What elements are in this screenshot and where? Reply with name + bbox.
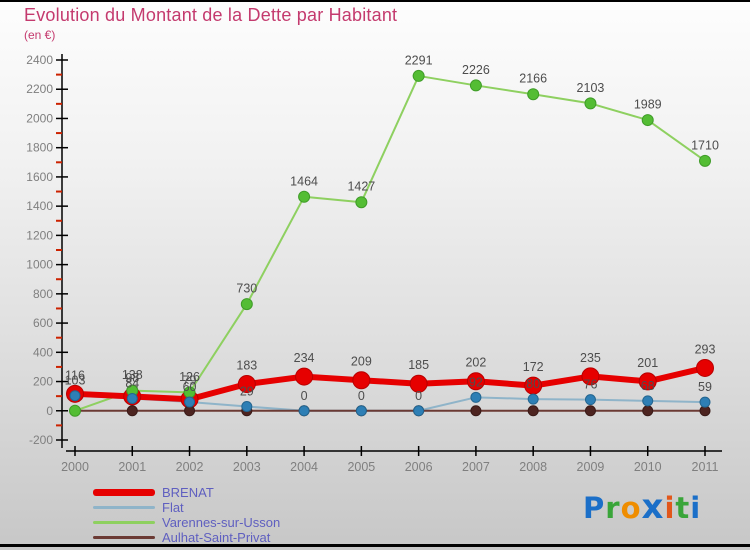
- svg-text:234: 234: [294, 351, 315, 365]
- legend-label-brenat: BRENAT: [162, 484, 214, 500]
- svg-text:2011: 2011: [692, 460, 719, 474]
- svg-text:600: 600: [33, 316, 53, 330]
- svg-text:2004: 2004: [290, 460, 318, 474]
- svg-text:1989: 1989: [634, 98, 662, 112]
- legend-label-aulhat-saint-privat: Aulhat-Saint-Privat: [162, 529, 271, 545]
- svg-text:2006: 2006: [405, 460, 433, 474]
- svg-text:1000: 1000: [26, 258, 53, 272]
- svg-text:2005: 2005: [347, 460, 375, 474]
- svg-text:1400: 1400: [26, 199, 53, 213]
- bottom-border: [0, 544, 750, 547]
- svg-text:126: 126: [179, 370, 200, 384]
- svg-text:202: 202: [465, 356, 486, 370]
- svg-text:183: 183: [236, 359, 257, 373]
- svg-text:76: 76: [584, 378, 598, 392]
- svg-text:92: 92: [469, 375, 483, 389]
- svg-text:1710: 1710: [691, 138, 719, 152]
- svg-text:1800: 1800: [26, 141, 53, 155]
- line-varennes-sur-usson: [74, 74, 706, 412]
- legend-item-flat: Flat: [93, 500, 280, 515]
- labels-flat: 103 84 60 29 0 0 0 92 80 76 68 59: [65, 374, 712, 403]
- logo-letter: i: [664, 491, 676, 525]
- svg-text:2000: 2000: [26, 111, 53, 125]
- legend-label-varennes-sur-usson: Varennes-sur-Usson: [162, 514, 281, 530]
- legend-swatch-aulhat-saint-privat: [93, 536, 155, 539]
- proxiti-logo[interactable]: Proxiti: [583, 487, 701, 527]
- svg-text:2226: 2226: [462, 63, 490, 77]
- svg-text:235: 235: [580, 351, 601, 365]
- logo-letter: P: [583, 491, 606, 525]
- legend-swatch-varennes-sur-usson: [93, 521, 155, 524]
- svg-text:0: 0: [46, 404, 53, 418]
- svg-text:2001: 2001: [118, 460, 146, 474]
- svg-text:2003: 2003: [233, 460, 261, 474]
- svg-text:2200: 2200: [26, 82, 53, 96]
- axes: -200020040060080010001200140016001800200…: [26, 53, 722, 474]
- markers-flat: [69, 390, 711, 417]
- legend-swatch-flat: [93, 506, 155, 509]
- svg-text:98: 98: [125, 371, 139, 385]
- svg-text:1600: 1600: [26, 170, 53, 184]
- svg-text:68: 68: [641, 379, 655, 393]
- logo-letter: x: [641, 487, 665, 527]
- svg-text:2009: 2009: [577, 460, 605, 474]
- svg-text:185: 185: [408, 358, 429, 372]
- logo-letter: t: [675, 491, 691, 525]
- svg-text:-200: -200: [29, 433, 53, 447]
- svg-text:201: 201: [637, 356, 658, 370]
- debt-evolution-chart: -200020040060080010001200140016001800200…: [26, 53, 722, 474]
- svg-text:29: 29: [240, 385, 254, 399]
- svg-text:2008: 2008: [519, 460, 547, 474]
- svg-text:84: 84: [125, 376, 139, 390]
- svg-text:2166: 2166: [519, 72, 547, 86]
- svg-text:116: 116: [65, 368, 85, 382]
- svg-text:1464: 1464: [290, 174, 318, 188]
- svg-text:2291: 2291: [405, 53, 433, 67]
- svg-text:2010: 2010: [634, 460, 662, 474]
- svg-text:172: 172: [523, 360, 544, 374]
- page-subtitle: (en €): [24, 28, 56, 42]
- svg-text:2002: 2002: [176, 460, 204, 474]
- svg-text:60: 60: [183, 380, 197, 394]
- svg-text:79: 79: [183, 374, 197, 388]
- svg-text:0: 0: [301, 389, 308, 403]
- svg-text:1427: 1427: [347, 180, 375, 194]
- markers-varennes-sur-usson: [69, 69, 711, 417]
- svg-text:138: 138: [122, 368, 143, 382]
- line-brenat: [72, 364, 708, 403]
- svg-text:800: 800: [33, 287, 53, 301]
- logo-letter: r: [605, 491, 621, 525]
- legend-label-flat: Flat: [162, 499, 184, 515]
- top-border: [0, 0, 750, 2]
- svg-text:730: 730: [236, 282, 257, 296]
- svg-text:59: 59: [698, 380, 712, 394]
- legend-swatch-brenat: [93, 489, 155, 496]
- labels-brenat: 116 98 79 183 234 209 185 202 172 235 201 293: [65, 342, 715, 387]
- svg-text:400: 400: [33, 345, 53, 359]
- svg-text:293: 293: [695, 342, 716, 356]
- svg-text:200: 200: [33, 375, 53, 389]
- labels-varennes-sur-usson: 138 126 730 1464 1427 2291 2226 2166 2103 1989 171…: [122, 53, 719, 383]
- svg-text:2007: 2007: [462, 460, 490, 474]
- page-title: Evolution du Montant de la Dette par Hab…: [24, 5, 398, 25]
- legend: BRENAT Flat Varennes-sur-Usson Aulhat-Saint…: [93, 485, 280, 545]
- legend-item-varennes-sur-usson: Varennes-sur-Usson: [93, 515, 280, 530]
- svg-text:103: 103: [65, 374, 86, 388]
- legend-item-brenat: BRENAT: [93, 485, 280, 500]
- svg-text:80: 80: [526, 377, 540, 391]
- logo-letter: i: [690, 491, 702, 525]
- svg-text:2103: 2103: [577, 81, 605, 95]
- svg-text:1200: 1200: [26, 228, 53, 242]
- svg-text:2400: 2400: [26, 53, 53, 67]
- svg-text:209: 209: [351, 355, 372, 369]
- legend-item-aulhat-saint-privat: Aulhat-Saint-Privat: [93, 530, 280, 545]
- svg-text:0: 0: [358, 389, 365, 403]
- svg-text:0: 0: [415, 389, 422, 403]
- svg-text:2000: 2000: [61, 460, 89, 474]
- logo-letter: o: [620, 491, 642, 525]
